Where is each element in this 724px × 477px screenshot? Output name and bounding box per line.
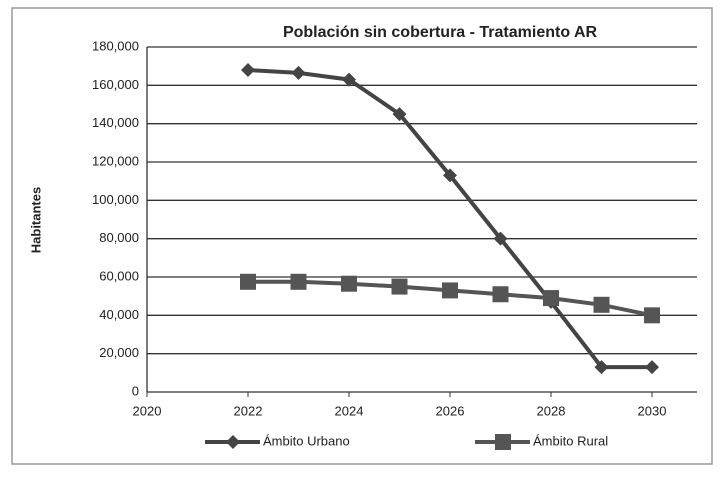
point [594,360,609,375]
y-tick-label: 180,000 [92,38,139,53]
x-tick-label: 2022 [234,403,263,418]
chart-frame [11,7,713,465]
y-axis-label: Habitantes [28,187,43,253]
point [391,278,408,295]
point [492,286,509,303]
y-tick-label: 100,000 [92,192,139,207]
point [493,231,508,246]
legend-label: Ámbito Urbano [263,433,350,448]
point [392,107,407,122]
x-tick-label: 2030 [638,403,667,418]
point [341,275,357,292]
x-tick-label: 2020 [133,403,162,418]
x-tick-label: 2026 [436,403,465,418]
y-tick-label: 140,000 [92,115,139,130]
point [443,168,457,183]
y-tick-label: 60,000 [99,268,139,283]
legend-marker [226,435,240,449]
point [342,72,356,87]
y-tick-label: 0 [132,383,139,398]
legend-marker [495,434,511,450]
y-tick-label: 160,000 [92,77,139,92]
point [290,273,307,290]
point [593,296,610,313]
y-tick-label: 40,000 [99,307,139,322]
point [241,63,255,77]
point [644,307,660,324]
y-tick-label: 120,000 [92,153,139,168]
y-tick-label: 20,000 [99,345,139,360]
point [291,65,306,80]
y-tick-label: 80,000 [99,230,139,245]
point [442,282,458,299]
point [645,360,659,375]
x-tick-label: 2028 [537,403,566,418]
point [240,273,256,290]
chart-title: Población sin cobertura - Tratamiento AR [283,24,598,41]
point [543,290,559,307]
legend-label: Ámbito Rural [533,433,608,448]
x-tick-label: 2024 [335,403,364,418]
